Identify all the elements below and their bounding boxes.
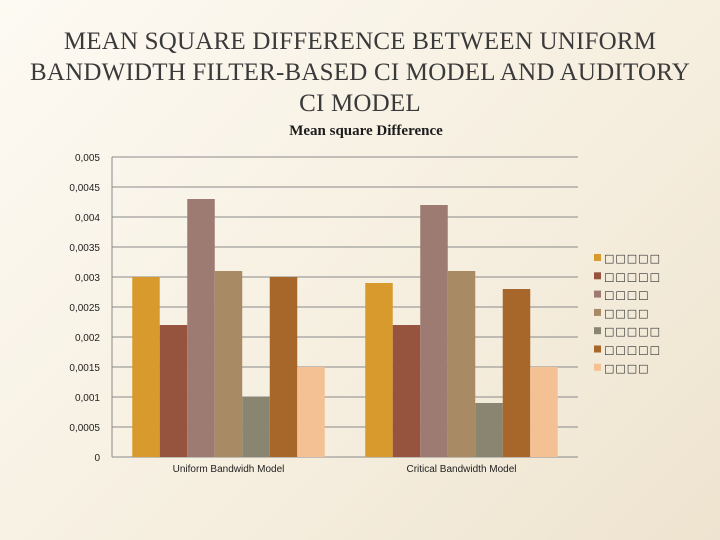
bar <box>187 199 215 457</box>
y-tick-label: 0,0035 <box>69 243 100 254</box>
x-category-label: Critical Bandwidth Model <box>406 464 516 475</box>
bar <box>365 283 393 457</box>
bar <box>530 367 558 457</box>
x-axis-category-labels: Uniform Bandwidh Model Critical Bandwidth… <box>173 464 517 475</box>
y-axis-tick-labels: 0 0,0005 0,001 0,0015 0,002 0,0025 0,003 0,0035… <box>69 153 100 464</box>
y-tick-label: 0,0005 <box>69 423 100 434</box>
y-tick-label: 0 <box>94 453 100 464</box>
bar <box>502 289 531 457</box>
x-category-label: Uniform Bandwidh Model <box>173 464 285 475</box>
legend-entry: □□□□□ <box>604 325 661 338</box>
bars <box>132 199 558 457</box>
y-tick-label: 0,003 <box>75 273 100 284</box>
slide-title-line-1: MEAN SQUARE DIFFERENCE BETWEEN UNIFORM <box>63 28 657 55</box>
legend-entry: □□□□ <box>604 289 650 302</box>
y-tick-label: 0,0025 <box>69 303 100 314</box>
slide-title-line-3: CI MODEL <box>299 90 421 117</box>
slide-title: MEAN SQUARE DIFFERENCE BETWEEN UNIFORM B… <box>20 26 700 119</box>
legend-swatch <box>594 272 601 280</box>
legend-entry: □□□□□ <box>604 270 661 283</box>
legend: □□□□□□□□□□□□□□□□□□□□□□□□□□□□□□□□ <box>594 252 661 375</box>
legend-swatch <box>594 327 601 335</box>
legend-entry: □□□□ <box>604 362 650 375</box>
y-tick-label: 0,002 <box>75 333 100 344</box>
y-tick-label: 0,0045 <box>69 183 100 194</box>
bar <box>392 325 421 457</box>
y-tick-label: 0,001 <box>75 393 100 404</box>
y-tick-label: 0,0015 <box>69 363 100 374</box>
legend-entry: □□□□ <box>604 307 650 320</box>
y-tick-label: 0,005 <box>75 153 100 164</box>
bar <box>132 277 160 457</box>
bar <box>159 325 188 457</box>
legend-entry: □□□□□ <box>604 252 661 265</box>
legend-swatch <box>594 254 601 261</box>
legend-swatch <box>594 290 601 298</box>
bar <box>214 271 243 457</box>
legend-swatch <box>594 308 601 316</box>
y-tick-label: 0,004 <box>75 213 100 224</box>
legend-swatch <box>594 363 601 371</box>
bar <box>242 397 270 457</box>
legend-swatch <box>594 345 601 353</box>
slide-title-line-2: BANDWIDTH FILTER-BASED CI MODEL AND AUDI… <box>30 59 690 86</box>
bar <box>269 277 298 457</box>
legend-entry: □□□□□ <box>604 344 661 357</box>
chart-title: Mean square Difference <box>289 123 443 139</box>
bar <box>420 205 448 457</box>
bar <box>297 367 325 457</box>
bar <box>475 403 503 457</box>
bar <box>447 271 476 457</box>
